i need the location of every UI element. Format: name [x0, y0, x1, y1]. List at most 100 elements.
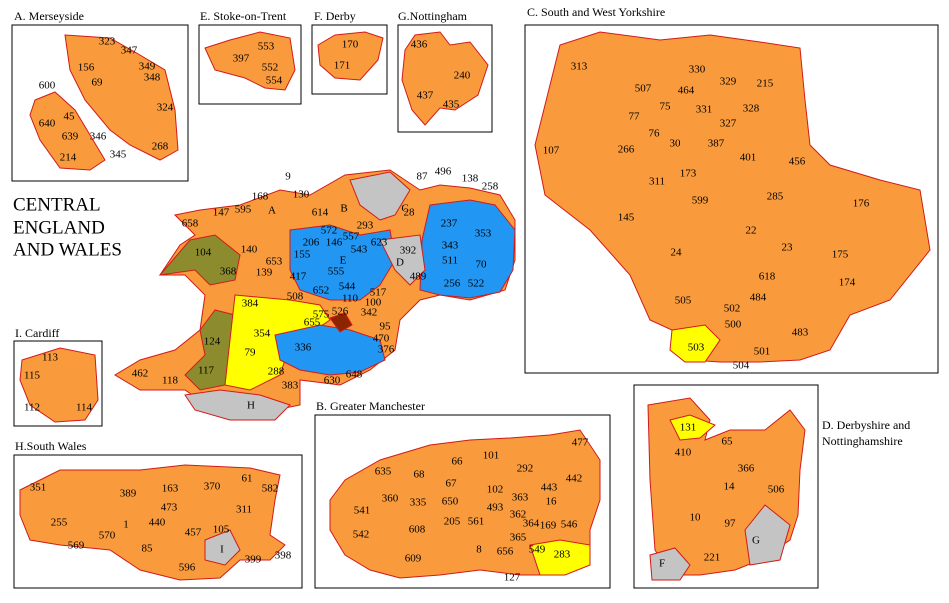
- region-label: 366: [738, 463, 755, 475]
- region-label: 462: [132, 368, 149, 380]
- region-label: 268: [152, 141, 169, 153]
- region-label: 255: [51, 517, 68, 529]
- region-label: 115: [24, 370, 41, 382]
- inset: G.Nottingham 436 240 437 435: [397, 9, 493, 133]
- region-label: 30: [670, 138, 682, 150]
- region-label: 256: [444, 278, 461, 290]
- region-label: 368: [220, 266, 237, 278]
- region-label: 146: [326, 237, 343, 249]
- region-label: 140: [241, 244, 258, 256]
- region: [317, 31, 384, 81]
- region-label: 506: [768, 484, 785, 496]
- region: [349, 171, 411, 221]
- region-label: 110: [342, 293, 359, 305]
- inset-frame: [311, 24, 388, 95]
- region-label: 653: [266, 256, 283, 268]
- region-label: 14: [724, 481, 736, 493]
- inset-frame: [13, 454, 303, 589]
- region-label: 113: [42, 352, 59, 364]
- region-label: 292: [517, 463, 534, 475]
- region-label: 101: [483, 450, 500, 462]
- region-label: 655: [304, 317, 321, 329]
- region-label: 69: [92, 77, 104, 89]
- region-label: 569: [68, 540, 85, 552]
- region-label: 68: [414, 469, 426, 481]
- region-label: 370: [204, 481, 221, 493]
- region-label: 16: [546, 496, 558, 508]
- region-label: 470: [373, 333, 390, 345]
- region-label: F: [659, 558, 665, 570]
- region-label: E: [340, 255, 347, 267]
- inset-title: D. Derbyshire and: [822, 418, 910, 432]
- region-label: 76: [649, 128, 661, 140]
- region-label: 384: [242, 298, 259, 310]
- region-label: 112: [24, 402, 40, 414]
- region-label: G: [752, 535, 760, 547]
- region-label: D: [396, 257, 404, 269]
- region-label: 114: [76, 402, 93, 414]
- region-label: 215: [757, 78, 774, 90]
- region-label: 214: [60, 152, 77, 164]
- region-label: 95: [380, 321, 392, 333]
- region-label: 456: [789, 156, 806, 168]
- region-label: 130: [293, 189, 310, 201]
- region-label: 22: [746, 225, 757, 237]
- region-label: 61: [242, 473, 253, 485]
- region-label: 442: [566, 473, 583, 485]
- region-label: 173: [680, 168, 697, 180]
- region-label: 489: [410, 271, 427, 283]
- region-label: 635: [375, 466, 392, 478]
- region-label: 65: [722, 436, 734, 448]
- region-label: 176: [853, 198, 870, 210]
- region-label: 9: [285, 171, 291, 183]
- region-label: H: [247, 400, 255, 412]
- inset-title: B. Greater Manchester: [316, 399, 425, 413]
- region-label: 365: [510, 532, 527, 544]
- region-label: 435: [443, 99, 460, 111]
- region-label: 118: [162, 375, 179, 387]
- region-label: 240: [454, 70, 471, 82]
- region-label: 582: [262, 483, 279, 495]
- region-label: 526: [332, 306, 349, 318]
- region: [329, 312, 353, 333]
- region-label: 522: [468, 278, 485, 290]
- region-label: 557: [343, 231, 360, 243]
- region-label: 508: [287, 291, 304, 303]
- region-label: 614: [312, 207, 329, 219]
- region-label: 650: [442, 496, 459, 508]
- region-label: 507: [635, 83, 652, 95]
- inset: F. Derby 170 171: [311, 9, 388, 95]
- inset: B. Greater Manchester 477 66 101 292 442 635 68…: [314, 399, 611, 589]
- inset-title: H.South Wales: [15, 439, 87, 453]
- map-title: ENGLAND: [13, 217, 105, 238]
- inset-title: A. Merseyside: [14, 9, 84, 23]
- region-label: 630: [324, 375, 341, 387]
- region-label: 342: [361, 307, 378, 319]
- region-label: 575: [313, 309, 330, 321]
- region-label: 505: [675, 295, 692, 307]
- region-label: 313: [571, 61, 588, 73]
- region-label: 477: [572, 437, 589, 449]
- inset-title: Nottinghamshire: [822, 434, 903, 448]
- region: [669, 324, 721, 363]
- region: [534, 31, 931, 363]
- region-label: 323: [99, 36, 116, 48]
- region-label: 77: [629, 111, 641, 123]
- region-label: 623: [371, 237, 388, 249]
- region-label: 493: [487, 502, 504, 514]
- region-label: 648: [346, 369, 363, 381]
- region: [64, 34, 179, 161]
- region-label: 349: [139, 61, 156, 73]
- region-label: 237: [441, 218, 458, 230]
- region-label: 285: [767, 191, 784, 203]
- region-label: 652: [313, 285, 330, 297]
- region-label: 436: [411, 39, 428, 51]
- region-label: 595: [235, 204, 252, 216]
- region-label: 205: [444, 516, 461, 528]
- region-label: 221: [704, 552, 721, 564]
- region-label: 618: [759, 271, 776, 283]
- inset-title: G.Nottingham: [398, 9, 468, 23]
- region-label: 138: [462, 173, 479, 185]
- region-label: 288: [268, 366, 285, 378]
